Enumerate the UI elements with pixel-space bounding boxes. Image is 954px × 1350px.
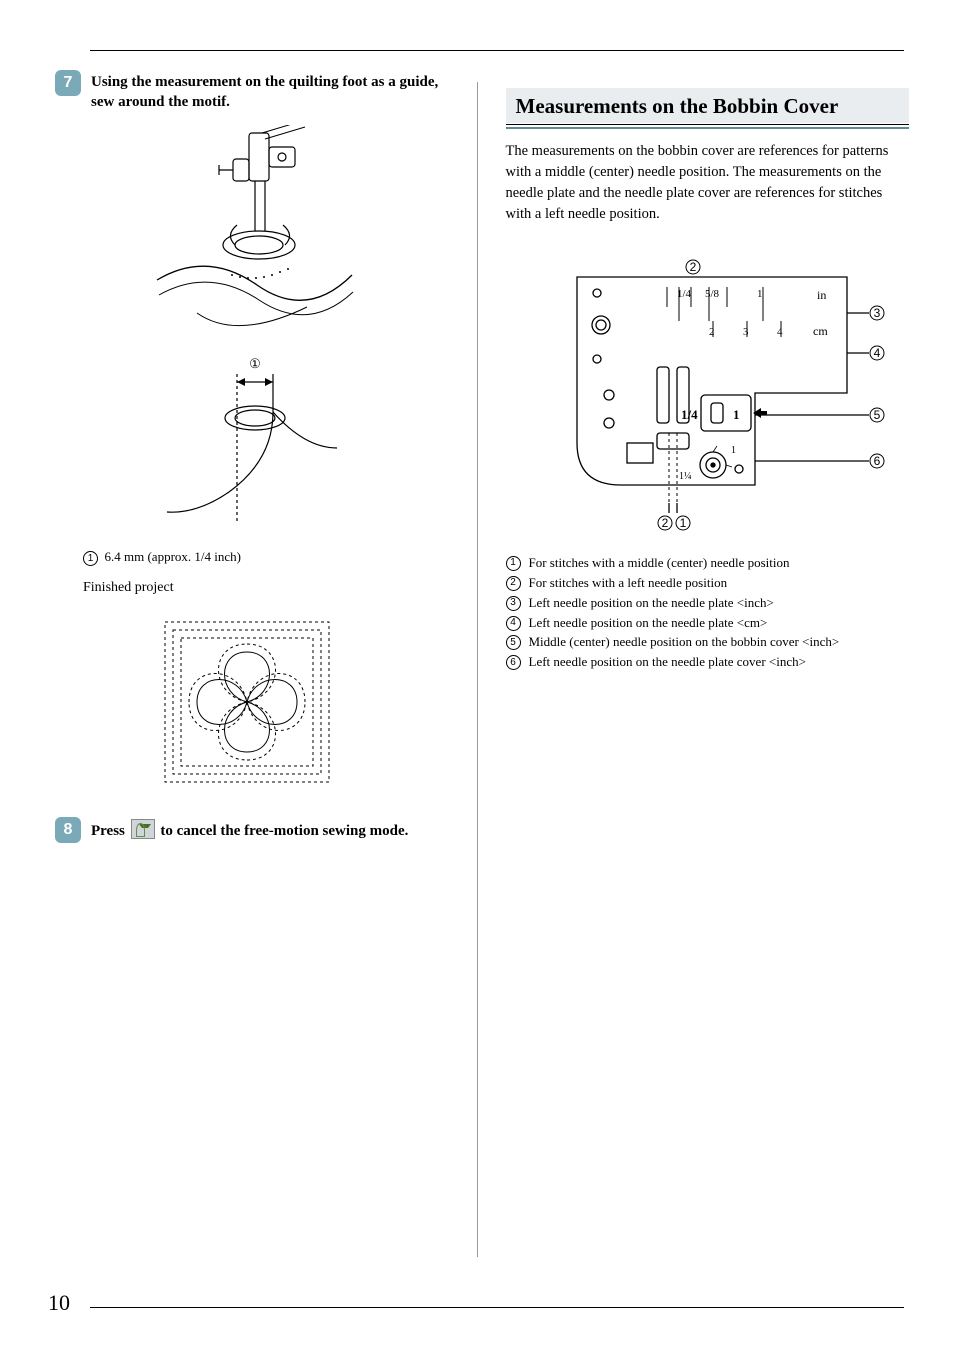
callout-text: 6.4 mm (approx. 1/4 inch)	[105, 549, 241, 564]
step-number-badge: 8	[55, 817, 81, 843]
bottom-rule	[90, 1307, 904, 1308]
legend-text: Left needle position on the needle plate…	[529, 614, 768, 633]
svg-text:6: 6	[874, 454, 881, 468]
legend-text: For stitches with a middle (center) need…	[529, 554, 790, 573]
legend-text: Left needle position on the needle plate…	[529, 653, 806, 672]
legend-num-icon: 5	[506, 635, 521, 650]
figure-quilting-foot	[45, 125, 449, 340]
callout-1: 1 6.4 mm (approx. 1/4 inch)	[83, 549, 449, 566]
svg-text:3: 3	[743, 326, 749, 338]
svg-text:3: 3	[874, 306, 881, 320]
legend-item: 5 Middle (center) needle position on the …	[506, 633, 910, 652]
legend-item: 4 Left needle position on the needle plat…	[506, 614, 910, 633]
legend-text: For stitches with a left needle position	[529, 574, 728, 593]
step-8: 8 Press to cancel the free-motion sewing…	[55, 817, 449, 843]
top-rule	[90, 50, 904, 51]
svg-text:5: 5	[874, 408, 881, 422]
legend: 1 For stitches with a middle (center) nee…	[506, 554, 910, 672]
legend-item: 3 Left needle position on the needle plat…	[506, 594, 910, 613]
legend-num-icon: 2	[506, 576, 521, 591]
svg-text:1: 1	[733, 407, 740, 422]
svg-text:①: ①	[249, 356, 261, 371]
legend-item: 6 Left needle position on the needle plat…	[506, 653, 910, 672]
step-text: Press to cancel the free-motion sewing m…	[91, 817, 408, 843]
legend-num-icon: 3	[506, 596, 521, 611]
step-text: Using the measurement on the quilting fo…	[91, 70, 449, 113]
step-number-badge: 7	[55, 70, 81, 96]
svg-text:2: 2	[662, 516, 669, 530]
svg-text:2: 2	[690, 260, 697, 274]
step-7: 7 Using the measurement on the quilting …	[55, 70, 449, 113]
figure-finished	[45, 608, 449, 803]
svg-text:2: 2	[709, 326, 715, 338]
svg-text:1/4: 1/4	[681, 407, 698, 422]
figure-bobbin-cover: 1/4 5/8 1 in 2 3 4 cm 1/4 1	[506, 247, 910, 542]
section-heading: Measurements on the Bobbin Cover	[506, 88, 910, 123]
column-divider	[477, 82, 478, 1257]
left-column: 7 Using the measurement on the quilting …	[45, 70, 449, 1260]
svg-text:5/8: 5/8	[705, 288, 720, 300]
svg-text:4: 4	[777, 326, 783, 338]
svg-text:1: 1	[680, 516, 687, 530]
svg-text:in: in	[817, 288, 826, 302]
legend-num-icon: 1	[506, 556, 521, 571]
svg-text:1¼: 1¼	[679, 471, 692, 482]
right-column: Measurements on the Bobbin Cover The mea…	[506, 70, 910, 1260]
svg-text:1: 1	[731, 445, 736, 456]
figure-offset: ①	[45, 352, 449, 537]
legend-num-icon: 6	[506, 655, 521, 670]
finished-label: Finished project	[83, 580, 449, 596]
svg-text:4: 4	[874, 346, 881, 360]
page-number: 10	[48, 1290, 70, 1316]
callout-number-icon: 1	[83, 551, 98, 566]
svg-text:1/4: 1/4	[677, 288, 692, 300]
legend-text: Middle (center) needle position on the b…	[529, 633, 840, 652]
two-column-layout: 7 Using the measurement on the quilting …	[45, 70, 909, 1260]
svg-text:1: 1	[757, 288, 763, 300]
legend-item: 2 For stitches with a left needle positio…	[506, 574, 910, 593]
free-motion-button-icon	[131, 819, 155, 839]
step8-pre: Press	[91, 823, 125, 839]
step8-post: to cancel the free-motion sewing mode.	[160, 823, 408, 839]
intro-paragraph: The measurements on the bobbin cover are…	[506, 141, 910, 225]
legend-item: 1 For stitches with a middle (center) nee…	[506, 554, 910, 573]
heading-rule	[506, 124, 910, 129]
legend-num-icon: 4	[506, 616, 521, 631]
legend-text: Left needle position on the needle plate…	[529, 594, 774, 613]
svg-text:cm: cm	[813, 324, 828, 338]
